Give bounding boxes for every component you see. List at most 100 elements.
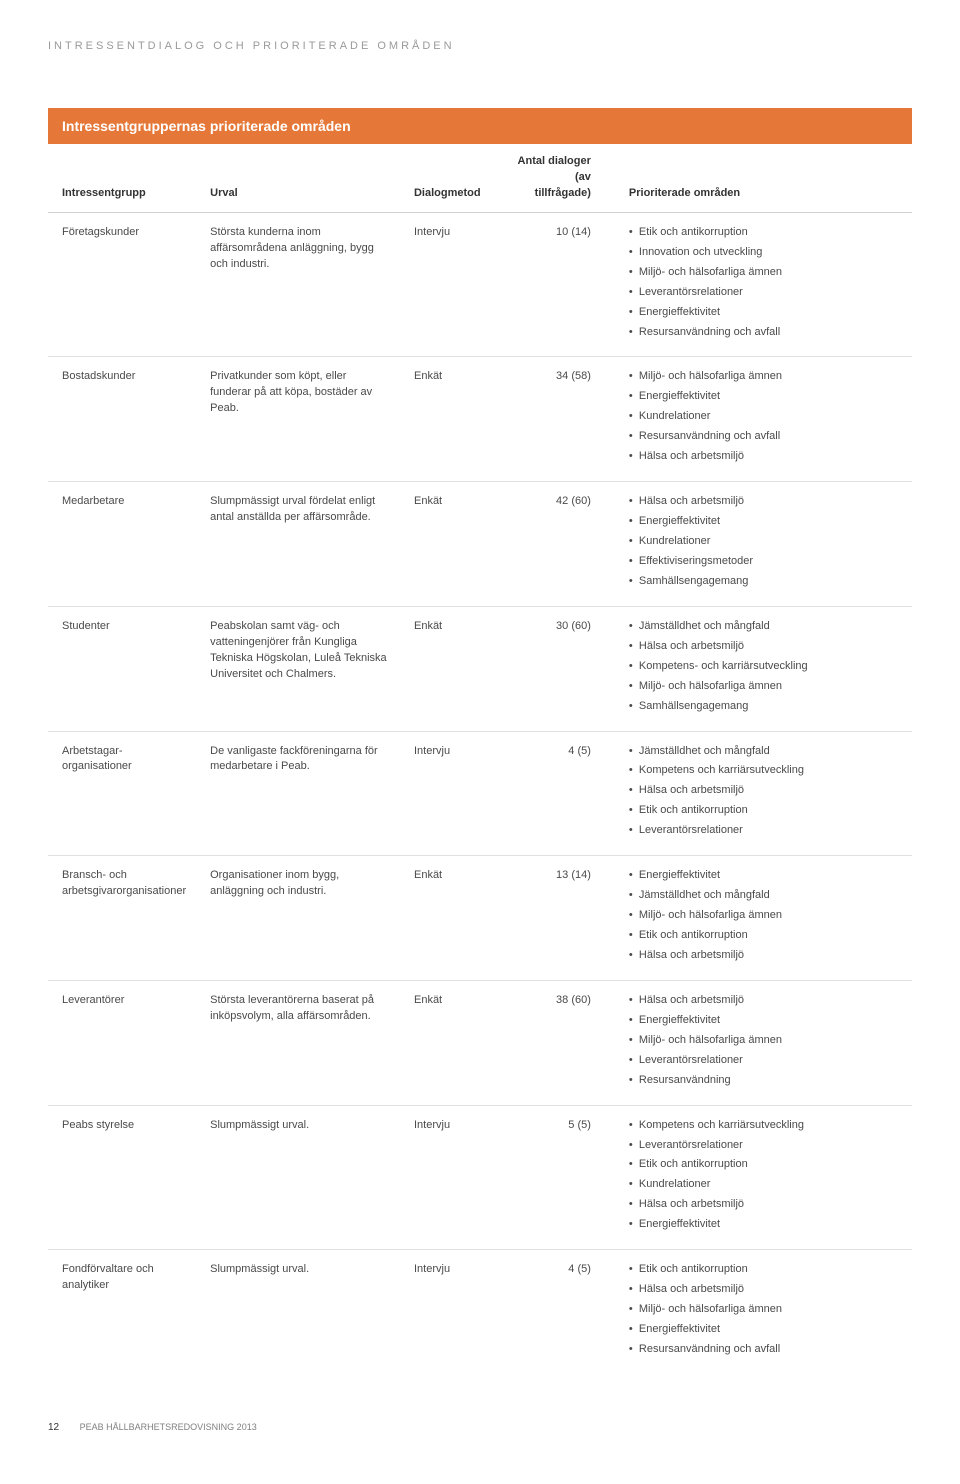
areas-list: Hälsa och arbetsmiljöEnergieffektivitetK… <box>629 494 902 590</box>
cell-urval: Största kunderna inom affärsområdena anl… <box>196 212 400 357</box>
area-item: Energieffektivitet <box>629 1217 902 1233</box>
cell-count: 10 (14) <box>503 212 615 357</box>
cell-method: Intervju <box>400 212 503 357</box>
cell-urval: Slumpmässigt urval. <box>196 1105 400 1250</box>
area-item: Leverantörsrelationer <box>629 285 902 301</box>
table-title: Intressentgruppernas prioriterade område… <box>48 108 912 144</box>
area-item: Leverantörsrelationer <box>629 823 902 839</box>
stakeholder-table: Intressentgrupp Urval Dialogmetod Antal … <box>48 144 912 1374</box>
cell-group: Leverantörer <box>48 980 196 1105</box>
cell-areas: Hälsa och arbetsmiljöEnergieffektivitetK… <box>615 482 912 607</box>
area-item: Miljö- och hälsofarliga ämnen <box>629 1302 902 1318</box>
cell-urval: Slumpmässigt urval. <box>196 1250 400 1374</box>
area-item: Hälsa och arbetsmiljö <box>629 639 902 655</box>
cell-areas: Miljö- och hälsofarliga ämnenEnergieffek… <box>615 357 912 482</box>
cell-urval: Peabskolan samt väg- och vatteningenjöre… <box>196 606 400 731</box>
cell-areas: EnergieffektivitetJämställdhet och mångf… <box>615 856 912 981</box>
cell-group: Fondförvaltare och analytiker <box>48 1250 196 1374</box>
col-header-count: Antal dialoger (av tillfrågade) <box>503 144 615 212</box>
cell-method: Enkät <box>400 606 503 731</box>
cell-group: Studenter <box>48 606 196 731</box>
cell-group: Bransch- och arbetsgivarorganisationer <box>48 856 196 981</box>
cell-areas: Jämställdhet och mångfaldKompetens och k… <box>615 731 912 856</box>
cell-count: 4 (5) <box>503 1250 615 1374</box>
col-header-areas: Prioriterade områden <box>615 144 912 212</box>
area-item: Innovation och utveckling <box>629 245 902 261</box>
areas-list: Jämställdhet och mångfaldKompetens och k… <box>629 744 902 840</box>
area-item: Samhällsengagemang <box>629 699 902 715</box>
area-item: Hälsa och arbetsmiljö <box>629 1282 902 1298</box>
cell-method: Intervju <box>400 1105 503 1250</box>
doc-title: PEAB HÅLLBARHETSREDOVISNING 2013 <box>80 1422 257 1432</box>
table-header-row: Intressentgrupp Urval Dialogmetod Antal … <box>48 144 912 212</box>
table-row: LeverantörerStörsta leverantörerna baser… <box>48 980 912 1105</box>
table-row: MedarbetareSlumpmässigt urval fördelat e… <box>48 482 912 607</box>
area-item: Resursanvändning och avfall <box>629 429 902 445</box>
cell-areas: Etik och antikorruption Innovation och ut… <box>615 212 912 357</box>
area-item: Kompetens- och karriärsutveckling <box>629 659 902 675</box>
areas-list: EnergieffektivitetJämställdhet och mångf… <box>629 868 902 964</box>
area-item: Etik och antikorruption <box>629 1262 902 1278</box>
area-item: Energieffektivitet <box>629 1322 902 1338</box>
cell-urval: Slumpmässigt urval fördelat enligt antal… <box>196 482 400 607</box>
table-row: Peabs styrelseSlumpmässigt urval.Intervj… <box>48 1105 912 1250</box>
table-row: Bransch- och arbetsgivarorganisationerOr… <box>48 856 912 981</box>
area-item: Etik och antikorruption <box>629 1157 902 1173</box>
cell-method: Intervju <box>400 731 503 856</box>
area-item: Kompetens och karriärsutveckling <box>629 763 902 779</box>
table-row: Arbetstagar­organisationerDe vanligaste … <box>48 731 912 856</box>
areas-list: Etik och antikorruption Innovation och ut… <box>629 225 902 341</box>
cell-areas: Jämställdhet och mångfaldHälsa och arbet… <box>615 606 912 731</box>
area-item: Kundrelationer <box>629 409 902 425</box>
cell-urval: Privatkunder som köpt, eller funderar på… <box>196 357 400 482</box>
cell-group: Bostadskunder <box>48 357 196 482</box>
cell-group: Peabs styrelse <box>48 1105 196 1250</box>
cell-group: Företagskunder <box>48 212 196 357</box>
area-item: Etik och antikorruption <box>629 928 902 944</box>
cell-count: 5 (5) <box>503 1105 615 1250</box>
area-item: Miljö- och hälsofarliga ämnen <box>629 265 902 281</box>
area-item: Effektiviseringsmetoder <box>629 554 902 570</box>
page-number: 12 <box>48 1422 59 1433</box>
cell-count: 13 (14) <box>503 856 615 981</box>
cell-method: Enkät <box>400 980 503 1105</box>
cell-urval: De vanligaste fackföreningarna för medar… <box>196 731 400 856</box>
page-footer: 12 PEAB HÅLLBARHETSREDOVISNING 2013 <box>48 1422 912 1433</box>
area-item: Kompetens och karriärsutveckling <box>629 1118 902 1134</box>
table-row: BostadskunderPrivatkunder som köpt, elle… <box>48 357 912 482</box>
areas-list: Hälsa och arbetsmiljöEnergieffektivitetM… <box>629 993 902 1089</box>
table-row: Fondförvaltare och analytikerSlumpmässig… <box>48 1250 912 1374</box>
cell-count: 42 (60) <box>503 482 615 607</box>
area-item: Resursanvändning och avfall <box>629 325 902 341</box>
area-item: Hälsa och arbetsmiljö <box>629 494 902 510</box>
cell-areas: Etik och antikorruption Hälsa och arbetsm… <box>615 1250 912 1374</box>
area-item: Hälsa och arbetsmiljö <box>629 449 902 465</box>
area-item: Miljö- och hälsofarliga ämnen <box>629 679 902 695</box>
area-item: Hälsa och arbetsmiljö <box>629 783 902 799</box>
areas-list: Etik och antikorruption Hälsa och arbetsm… <box>629 1262 902 1358</box>
area-item: Hälsa och arbetsmiljö <box>629 1197 902 1213</box>
cell-group: Arbetstagar­organisationer <box>48 731 196 856</box>
col-header-group: Intressentgrupp <box>48 144 196 212</box>
cell-urval: Organisationer inom bygg, anläggning och… <box>196 856 400 981</box>
area-item: Etik och antikorruption <box>629 803 902 819</box>
area-item: Hälsa och arbetsmiljö <box>629 993 902 1009</box>
area-item: Leverantörsrelationer <box>629 1053 902 1069</box>
cell-areas: Kompetens och karriärsutvecklingLeverant… <box>615 1105 912 1250</box>
area-item: Kundrelationer <box>629 1177 902 1193</box>
cell-urval: Största leverantörerna baserat på inköps… <box>196 980 400 1105</box>
cell-areas: Hälsa och arbetsmiljöEnergieffektivitetM… <box>615 980 912 1105</box>
section-heading: INTRESSENTDIALOG OCH PRIORITERADE OMRÅDE… <box>48 40 912 52</box>
cell-method: Enkät <box>400 482 503 607</box>
area-item: Samhällsengagemang <box>629 574 902 590</box>
area-item: Miljö- och hälsofarliga ämnen <box>629 908 902 924</box>
area-item: Etik och antikorruption <box>629 225 902 241</box>
area-item: Resursanvändning och avfall <box>629 1342 902 1358</box>
area-item: Miljö- och hälsofarliga ämnen <box>629 1033 902 1049</box>
col-header-method: Dialogmetod <box>400 144 503 212</box>
area-item: Jämställdhet och mångfald <box>629 888 902 904</box>
area-item: Energieffektivitet <box>629 305 902 321</box>
area-item: Energieffektivitet <box>629 389 902 405</box>
cell-group: Medarbetare <box>48 482 196 607</box>
area-item: Energieffektivitet <box>629 514 902 530</box>
